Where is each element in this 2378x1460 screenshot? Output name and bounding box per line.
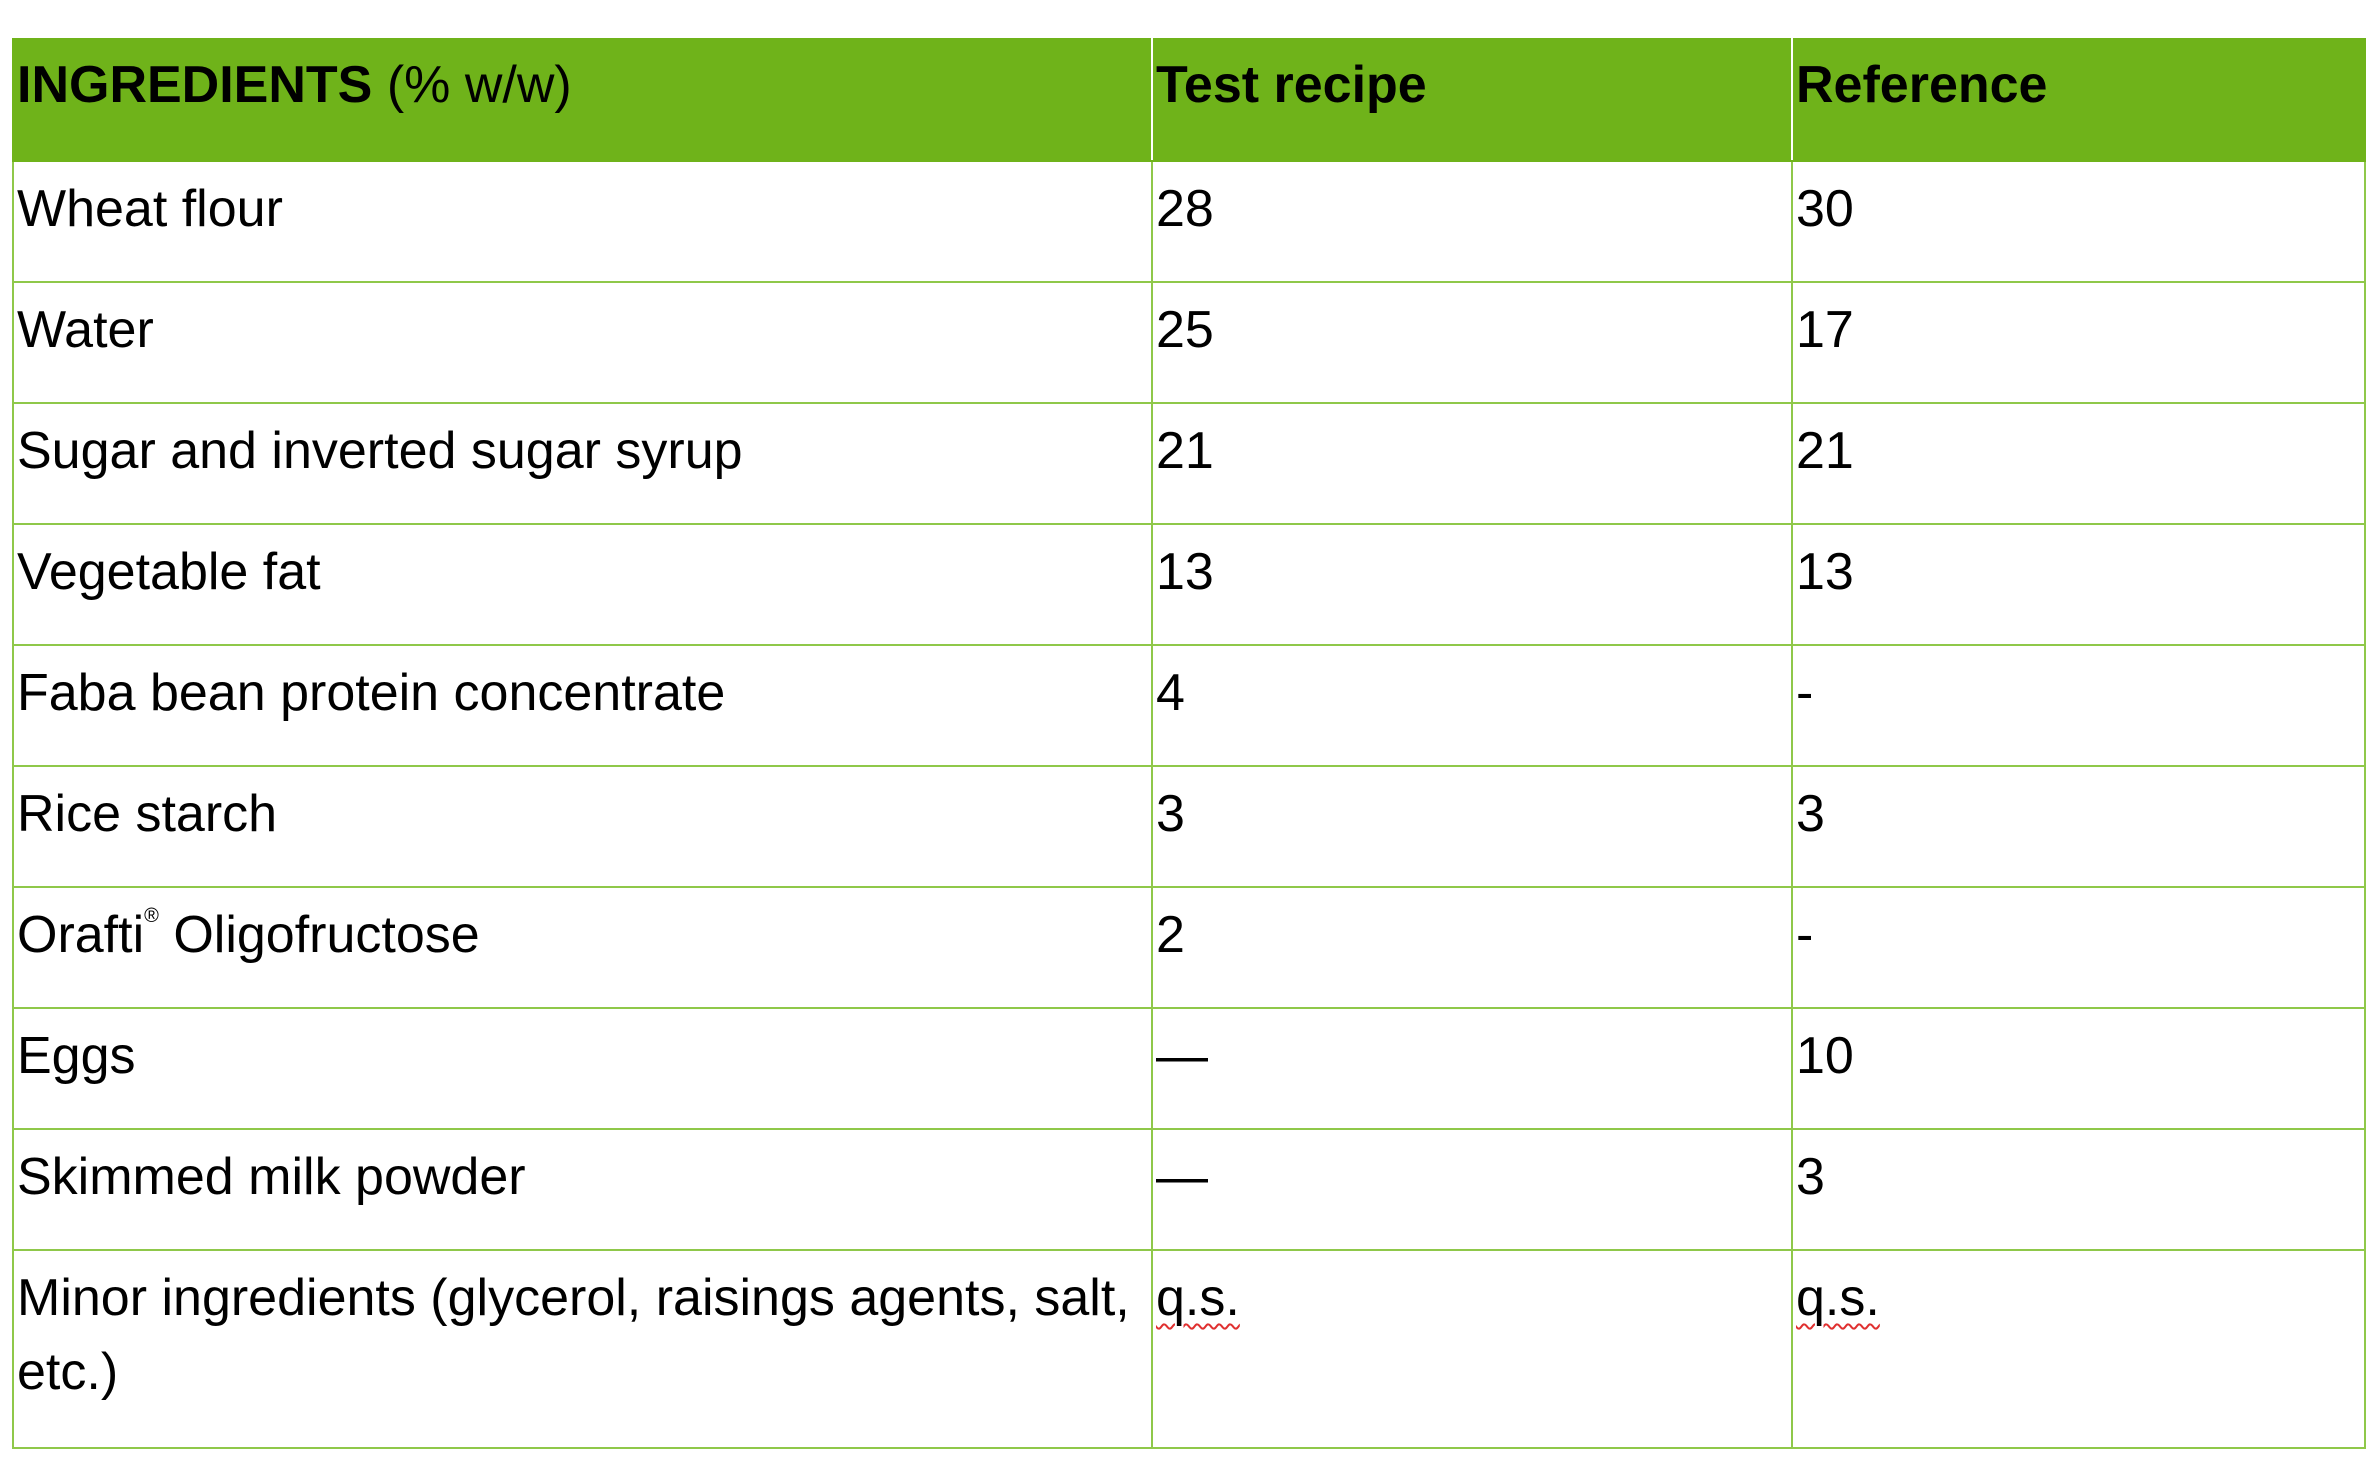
test-value-cell: — [1151, 1007, 1793, 1130]
test-value-cell: 28 [1151, 160, 1793, 283]
ingredient-name-rest: Oligofructose [158, 906, 480, 964]
header-ingredients-label: INGREDIENTS [17, 56, 373, 114]
table-row: Vegetable fat 13 13 [12, 523, 2366, 646]
ingredient-cell: Minor ingredients (glycerol, raisings ag… [12, 1249, 1153, 1449]
ingredient-cell: Rice starch [12, 765, 1153, 888]
ingredient-name: Orafti [17, 906, 145, 964]
spellcheck-flagged-text: q.s. [1796, 1269, 1880, 1327]
header-test-recipe: Test recipe [1151, 38, 1793, 162]
spellcheck-flagged-text: q.s. [1156, 1269, 1240, 1327]
reference-value-cell: q.s. [1791, 1249, 2366, 1449]
reference-value-cell: 3 [1791, 1128, 2366, 1251]
test-value-cell: 25 [1151, 281, 1793, 404]
ingredients-table-container: INGREDIENTS (% w/w) Test recipe Referenc… [12, 38, 2366, 1449]
reference-value-cell: 30 [1791, 160, 2366, 283]
ingredient-cell: Wheat flour [12, 160, 1153, 283]
test-value-cell: 3 [1151, 765, 1793, 888]
ingredient-cell: Eggs [12, 1007, 1153, 1130]
table-row: Eggs — 10 [12, 1007, 2366, 1130]
reference-value-cell: 21 [1791, 402, 2366, 525]
test-value-cell: 13 [1151, 523, 1793, 646]
reference-value-cell: 13 [1791, 523, 2366, 646]
test-value-cell: 4 [1151, 644, 1793, 767]
table-row: Orafti® Oligofructose 2 - [12, 886, 2366, 1009]
header-reference: Reference [1791, 38, 2366, 162]
ingredients-table: INGREDIENTS (% w/w) Test recipe Referenc… [12, 38, 2366, 1449]
test-value-cell: — [1151, 1128, 1793, 1251]
test-value-cell: q.s. [1151, 1249, 1793, 1449]
ingredient-cell: Vegetable fat [12, 523, 1153, 646]
test-value-cell: 21 [1151, 402, 1793, 525]
reference-value-cell: - [1791, 644, 2366, 767]
ingredient-cell: Orafti® Oligofructose [12, 886, 1153, 1009]
reference-value-cell: 3 [1791, 765, 2366, 888]
ingredient-cell: Faba bean protein concentrate [12, 644, 1153, 767]
header-ingredients-unit: (% w/w) [386, 56, 572, 114]
ingredient-cell: Water [12, 281, 1153, 404]
table-row: Sugar and inverted sugar syrup 21 21 [12, 402, 2366, 525]
table-row: Minor ingredients (glycerol, raisings ag… [12, 1249, 2366, 1449]
reference-value-cell: - [1791, 886, 2366, 1009]
test-value-cell: 2 [1151, 886, 1793, 1009]
table-row: Wheat flour 28 30 [12, 160, 2366, 283]
registered-mark: ® [144, 905, 159, 927]
reference-value-cell: 17 [1791, 281, 2366, 404]
table-row: Skimmed milk powder — 3 [12, 1128, 2366, 1251]
reference-value-cell: 10 [1791, 1007, 2366, 1130]
table-body: Wheat flour 28 30 Water 25 17 Sugar and … [12, 160, 2366, 1449]
header-ingredients: INGREDIENTS (% w/w) [12, 38, 1153, 162]
table-header: INGREDIENTS (% w/w) Test recipe Referenc… [12, 38, 2366, 162]
ingredient-cell: Sugar and inverted sugar syrup [12, 402, 1153, 525]
header-row: INGREDIENTS (% w/w) Test recipe Referenc… [12, 38, 2366, 162]
table-row: Water 25 17 [12, 281, 2366, 404]
table-row: Rice starch 3 3 [12, 765, 2366, 888]
ingredient-cell: Skimmed milk powder [12, 1128, 1153, 1251]
table-row: Faba bean protein concentrate 4 - [12, 644, 2366, 767]
